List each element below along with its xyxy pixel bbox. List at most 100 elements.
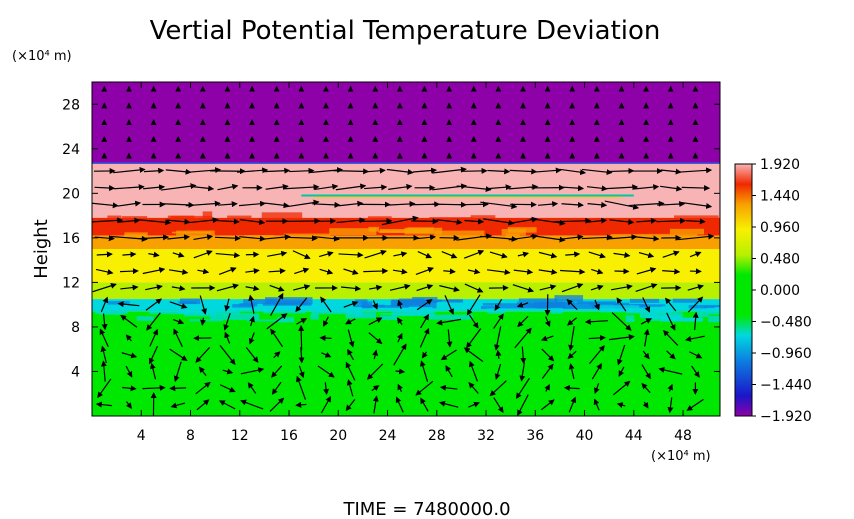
colorbar-label: 0.960 [760,220,800,236]
wind-vector [439,400,459,408]
plot-area [92,82,720,416]
heatmap-streak [650,316,679,319]
wind-vector [395,396,404,413]
heatmap-streak [441,241,474,245]
wind-vector [173,328,183,348]
wind-vector [298,324,305,351]
wind-vector [441,251,458,259]
wind-vector [245,347,259,363]
wind-vector [566,299,578,311]
wind-vector [368,284,383,291]
wind-vector [248,332,255,345]
wind-vector [198,366,207,376]
wind-vector [613,252,631,258]
wind-vector [508,233,539,241]
wind-vector [662,250,680,258]
wind-vector [245,285,260,292]
wind-vector [323,316,329,327]
heatmap-streak [482,303,502,306]
heatmap-streak [263,308,306,314]
wind-vector [122,385,137,392]
wind-vector [689,351,703,359]
heatmap-streak [380,313,429,316]
heatmap-streak [466,256,480,262]
wind-vector [544,316,551,328]
y-tick-label: 24 [62,142,80,158]
wind-vector [268,268,286,275]
wind-vector [343,301,359,308]
heatmap-streak [483,222,495,225]
wind-vector [239,235,266,242]
x-tick-label: 8 [186,428,195,444]
wind-vector [223,312,231,331]
heatmap-streak [107,215,122,222]
wind-vector [364,249,387,259]
chart-title: Vertial Potential Temperature Deviation [150,16,661,46]
wind-vector [146,312,161,331]
wind-vector [420,313,429,329]
wind-vector [345,318,356,325]
wind-vector [218,400,236,410]
wind-vector [539,284,557,291]
heatmap-streak [237,309,267,312]
heatmap-streak [487,308,506,314]
heatmap-streak [234,290,283,295]
wind-vector [381,215,419,226]
wind-vector [195,381,211,395]
wind-vector [640,318,652,325]
wind-vector [540,335,554,342]
wind-vector [170,402,186,409]
heatmap-streak [346,238,364,241]
wind-vector [118,217,141,224]
wind-vector [245,268,260,275]
colorbar-label: 0.000 [760,283,800,299]
heatmap-streak [662,306,678,313]
wind-vector [494,326,502,351]
wind-vector [347,348,354,361]
heatmap-streak [607,309,625,313]
wind-vector [365,167,386,174]
wind-vector [588,334,606,341]
wind-vector [167,234,191,241]
heatmap-streak [429,217,473,220]
wind-vector [319,268,334,275]
wind-vector [269,284,285,292]
wind-vector [145,284,163,291]
wind-vector [642,350,650,360]
heatmap-streak [423,271,472,275]
heatmap-streak [588,225,602,228]
wind-vector [489,251,508,259]
wind-vector [519,362,526,382]
wind-vector [541,363,554,379]
wind-vector [236,167,269,174]
heatmap-streak [361,305,409,308]
wind-vector [345,361,356,381]
heatmap-streak [341,284,387,290]
heatmap-streak [177,310,202,314]
wind-vector [218,201,238,208]
y-axis: 4 8 12 16 20 24 28 [62,97,720,380]
wind-vector [145,298,162,311]
wind-vector [264,202,290,209]
wind-vector [219,384,236,393]
heatmap-streak [515,285,536,290]
wind-vector [677,233,715,241]
heatmap-streak [273,300,309,305]
heatmap-streak [460,263,497,266]
wind-vector [249,315,255,327]
wind-vector [298,365,305,379]
heatmap-streak [518,298,558,302]
wind-vector [193,234,214,241]
wind-vector [538,251,558,259]
heatmap-streak [262,303,312,306]
wind-vector [100,296,109,312]
wind-vector [642,297,651,313]
wind-vector [169,301,188,309]
heatmap-streak [140,225,186,229]
wind-vector [224,331,231,344]
colorbar-label: 1.440 [760,189,800,205]
wind-vector [593,398,600,411]
wind-vector [388,183,413,190]
wind-vector [295,297,308,313]
x-tick-label: 4 [137,428,146,444]
